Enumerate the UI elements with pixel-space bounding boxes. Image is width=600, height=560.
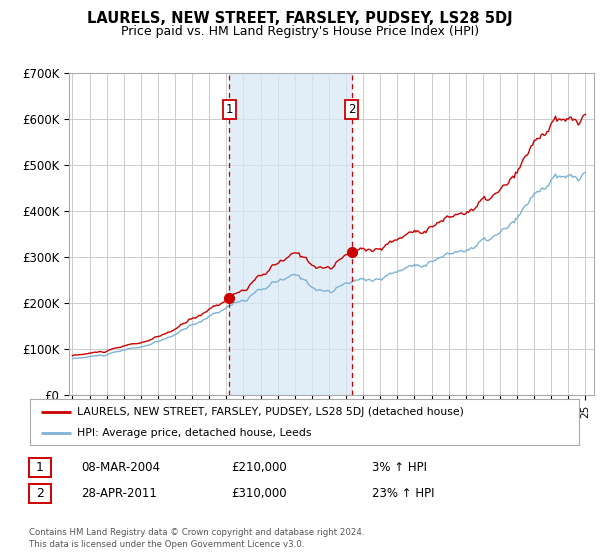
Text: 1: 1 — [226, 103, 233, 116]
Text: 3% ↑ HPI: 3% ↑ HPI — [372, 461, 427, 474]
Text: £210,000: £210,000 — [231, 461, 287, 474]
Text: Price paid vs. HM Land Registry's House Price Index (HPI): Price paid vs. HM Land Registry's House … — [121, 25, 479, 38]
Text: £310,000: £310,000 — [231, 487, 287, 501]
Text: 28-APR-2011: 28-APR-2011 — [81, 487, 157, 501]
Text: 1: 1 — [36, 461, 44, 474]
Text: 23% ↑ HPI: 23% ↑ HPI — [372, 487, 434, 501]
Text: 2: 2 — [36, 487, 44, 501]
Text: Contains HM Land Registry data © Crown copyright and database right 2024.: Contains HM Land Registry data © Crown c… — [29, 528, 364, 537]
Text: 2: 2 — [348, 103, 355, 116]
Text: 08-MAR-2004: 08-MAR-2004 — [81, 461, 160, 474]
Text: LAURELS, NEW STREET, FARSLEY, PUDSEY, LS28 5DJ: LAURELS, NEW STREET, FARSLEY, PUDSEY, LS… — [87, 11, 513, 26]
Text: LAURELS, NEW STREET, FARSLEY, PUDSEY, LS28 5DJ (detached house): LAURELS, NEW STREET, FARSLEY, PUDSEY, LS… — [77, 407, 464, 417]
Text: HPI: Average price, detached house, Leeds: HPI: Average price, detached house, Leed… — [77, 428, 311, 438]
Text: This data is licensed under the Open Government Licence v3.0.: This data is licensed under the Open Gov… — [29, 540, 304, 549]
